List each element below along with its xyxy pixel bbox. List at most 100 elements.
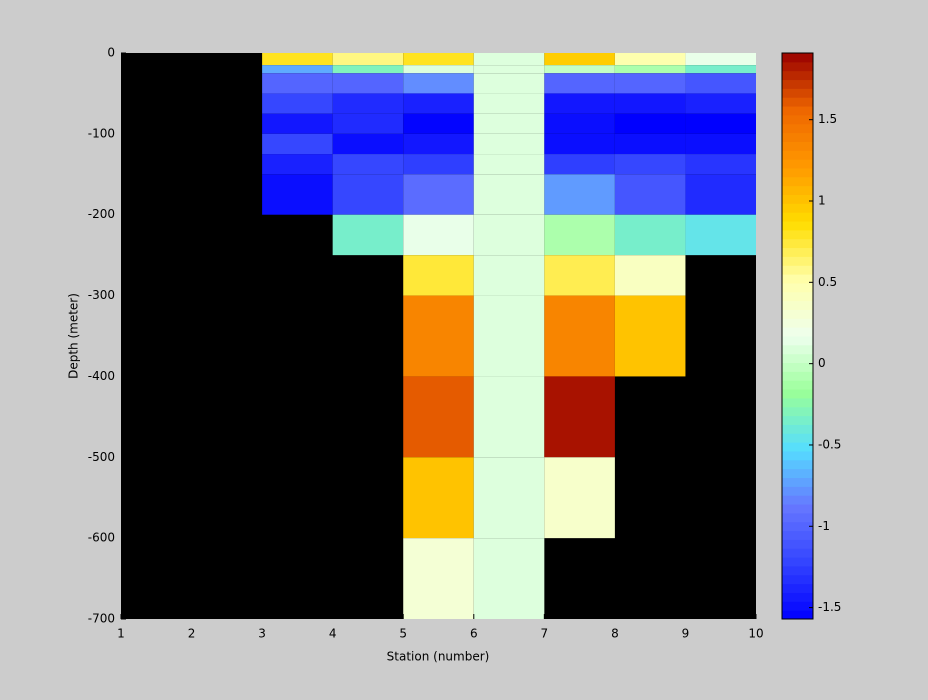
- colorbar-swatch: [782, 433, 813, 443]
- heatmap-cell: [614, 133, 686, 155]
- heatmap-cell: [403, 214, 474, 256]
- x-tick-label: 9: [682, 627, 690, 641]
- colorbar-swatch: [782, 274, 813, 284]
- colorbar-swatch: [782, 79, 813, 89]
- colorbar-swatch: [782, 389, 813, 399]
- colorbar-swatch: [782, 504, 813, 514]
- colorbar-swatch: [782, 265, 813, 275]
- heatmap-cell: [544, 93, 615, 114]
- colorbar-swatch: [782, 548, 813, 558]
- heatmap-cell: [262, 174, 333, 215]
- colorbar-swatch: [782, 557, 813, 567]
- x-tick-label: 1: [117, 627, 125, 641]
- colorbar-swatch: [782, 362, 813, 372]
- colorbar-swatch: [782, 70, 813, 81]
- colorbar-swatch: [782, 185, 813, 195]
- heatmap-cell: [473, 214, 545, 256]
- heatmap-cell: [544, 65, 615, 74]
- heatmap-cell: [332, 154, 404, 175]
- heatmap-cell: [403, 133, 474, 155]
- colorbar-swatch: [782, 336, 813, 346]
- heatmap-cell: [614, 214, 686, 256]
- colorbar-swatch: [782, 539, 813, 549]
- heatmap-cell: [262, 73, 333, 94]
- x-tick-label: 4: [329, 627, 337, 641]
- heatmap-cell: [473, 538, 545, 619]
- colorbar-swatch: [782, 344, 813, 355]
- colorbar-swatch: [782, 530, 813, 540]
- colorbar-frame: [781, 52, 814, 620]
- colorbar-tick-label: 1.5: [818, 112, 837, 126]
- colorbar-swatch: [782, 610, 813, 620]
- heatmap-cell: [473, 113, 545, 134]
- colorbar-swatch: [782, 495, 813, 505]
- colorbar-swatch: [782, 141, 813, 151]
- x-tick-label: 3: [258, 627, 266, 641]
- heatmap-cell: [473, 65, 545, 74]
- heatmap-cell: [685, 53, 756, 66]
- colorbar-swatch: [782, 486, 813, 496]
- heatmap-cell: [685, 93, 756, 114]
- heatmap-cell: [262, 53, 333, 66]
- x-tick-label: 2: [188, 627, 196, 641]
- heatmap-cell: [614, 73, 686, 94]
- colorbar-swatch: [782, 203, 813, 213]
- heatmap-cell: [262, 133, 333, 155]
- x-tick-label: 6: [470, 627, 478, 641]
- heatmap-cell: [332, 53, 404, 66]
- colorbar-swatch: [782, 159, 813, 169]
- heatmap-cell: [544, 133, 615, 155]
- colorbar-swatch: [782, 176, 813, 187]
- heatmap-cell: [473, 376, 545, 458]
- colorbar-tick-label: -1: [818, 519, 830, 533]
- colorbar-swatch: [782, 565, 813, 576]
- colorbar-tick-label: 1: [818, 194, 826, 208]
- heatmap-cell: [614, 255, 686, 296]
- heatmap-cell: [614, 295, 686, 377]
- x-tick-label: 7: [541, 627, 549, 641]
- heatmap-cell: [544, 376, 615, 458]
- colorbar-swatch: [782, 282, 813, 293]
- heatmap-cell: [473, 53, 545, 66]
- colorbar-swatch: [782, 459, 813, 470]
- heatmap-cell: [332, 73, 404, 94]
- heatmap-cell: [473, 295, 545, 377]
- colorbar-swatch: [782, 53, 813, 63]
- colorbar-swatch: [782, 353, 813, 364]
- colorbar-swatch: [782, 512, 813, 523]
- heatmap-cell: [473, 133, 545, 155]
- heatmap-cell: [403, 538, 474, 619]
- heatmap-cell: [403, 295, 474, 377]
- colorbar-swatch: [782, 194, 813, 204]
- colorbar-swatch: [782, 167, 813, 178]
- heatmap-cell: [544, 73, 615, 94]
- heatmap-cell: [614, 93, 686, 114]
- y-axis-label: Depth (meter): [67, 293, 81, 379]
- colorbar-swatch: [782, 229, 813, 240]
- colorbar-swatch: [782, 221, 813, 231]
- heatmap-cell: [332, 65, 404, 74]
- heatmap-cell: [544, 113, 615, 134]
- heatmap-cell: [403, 65, 474, 74]
- colorbar-swatch: [782, 123, 813, 134]
- heatmap-cell: [685, 65, 756, 74]
- heatmap-cell: [332, 133, 404, 155]
- colorbar-swatch: [782, 371, 813, 381]
- colorbar-swatch: [782, 256, 813, 266]
- heatmap-cell: [262, 65, 333, 74]
- heatmap-cell: [403, 255, 474, 296]
- x-tick-label: 5: [399, 627, 407, 641]
- heatmap-cell: [544, 53, 615, 66]
- y-tick-label: -200: [88, 207, 115, 221]
- heatmap-cell: [332, 214, 404, 256]
- heatmap-cell: [473, 93, 545, 114]
- heatmap-cell: [544, 214, 615, 256]
- colorbar-swatch: [782, 380, 813, 390]
- heatmap-cell: [685, 174, 756, 215]
- heatmap-cell: [614, 113, 686, 134]
- colorbar-swatch: [782, 521, 813, 532]
- heatmap-cell: [403, 53, 474, 66]
- y-tick-label: -700: [88, 612, 115, 626]
- heatmap-cell: [473, 457, 545, 539]
